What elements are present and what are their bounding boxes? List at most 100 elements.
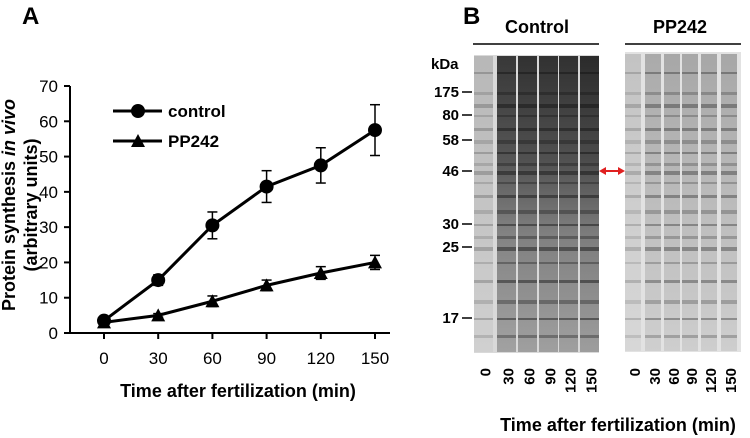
gel-band xyxy=(721,195,737,198)
gel-band xyxy=(721,104,737,108)
gel-band xyxy=(559,115,578,117)
gel-band xyxy=(559,152,578,154)
legend-marker xyxy=(131,104,145,118)
gel-band xyxy=(625,195,641,198)
x-tick-label: 90 xyxy=(257,349,276,368)
gel-band xyxy=(664,236,680,239)
gel-band xyxy=(721,335,737,338)
gel-band xyxy=(518,300,537,304)
gel-band xyxy=(625,262,641,264)
gel-band xyxy=(559,140,578,144)
gel-band xyxy=(625,247,641,251)
gel-band xyxy=(664,171,680,175)
gel-band xyxy=(539,280,558,283)
data-point-pp242 xyxy=(259,278,274,292)
gel-lane xyxy=(645,54,661,351)
marker-label: 46 xyxy=(442,163,459,180)
gel-band xyxy=(580,195,599,198)
gel-band xyxy=(721,224,737,226)
gel-band xyxy=(625,115,641,117)
gel-band xyxy=(559,224,578,226)
gel-band xyxy=(664,104,680,108)
gel-band xyxy=(497,236,516,239)
gel-band xyxy=(721,171,737,175)
gel-band xyxy=(497,128,516,131)
gel-band xyxy=(518,104,537,108)
gel-band xyxy=(497,152,516,154)
gel-band xyxy=(721,318,737,320)
data-point-pp242 xyxy=(313,266,328,280)
gel-band xyxy=(580,92,599,95)
gel-band xyxy=(645,300,661,304)
gel-band xyxy=(559,262,578,264)
x-tick-label: 60 xyxy=(203,349,222,368)
data-point-control xyxy=(259,179,274,194)
gel-band xyxy=(664,247,680,251)
gel-band xyxy=(645,247,661,251)
gel-band xyxy=(721,92,737,95)
y-axis-label-text: Protein synthesis xyxy=(0,156,19,311)
y-tick-label: 20 xyxy=(39,253,58,272)
gel-band xyxy=(580,318,599,320)
gel-band xyxy=(682,247,698,251)
marker-label: 58 xyxy=(442,132,459,149)
line-chart-panel-a: 0 10 20 30 40 50 60 70 0 30 60 90 120 150 Time after f… xyxy=(0,77,390,401)
gel-band xyxy=(701,128,717,131)
gel-band xyxy=(721,140,737,144)
gel-lane xyxy=(721,54,737,351)
gel-band xyxy=(539,92,558,95)
gel-band xyxy=(539,115,558,117)
gel-band xyxy=(721,72,737,74)
gel-band xyxy=(701,115,717,117)
gel-lane xyxy=(682,54,698,351)
gel-band xyxy=(645,318,661,320)
y-axis-label-italic: in vivo xyxy=(0,99,19,156)
gel-lane xyxy=(580,56,599,352)
gel-band xyxy=(682,104,698,108)
gel-band xyxy=(474,224,493,226)
y-tick-label: 30 xyxy=(39,218,58,237)
gel-band xyxy=(701,140,717,144)
gel-band xyxy=(625,236,641,239)
gel-band xyxy=(580,163,599,166)
gel-band xyxy=(518,152,537,154)
gel-band xyxy=(518,247,537,251)
gel-band xyxy=(539,182,558,184)
gel-band xyxy=(559,318,578,320)
gel-band xyxy=(559,280,578,283)
data-point-pp242 xyxy=(151,308,166,322)
gel-band xyxy=(559,335,578,338)
panel-b-letter: B xyxy=(463,3,480,30)
gel-band xyxy=(682,210,698,214)
data-point-pp242 xyxy=(205,294,220,308)
group-label: Control xyxy=(505,17,569,37)
x-tick-label: 0 xyxy=(99,349,108,368)
gel-band xyxy=(518,128,537,131)
gel-band xyxy=(664,318,680,320)
gel-band xyxy=(701,152,717,154)
gel-band xyxy=(682,128,698,131)
gel-band xyxy=(518,92,537,95)
lane-label: 120 xyxy=(563,368,580,393)
gel-band xyxy=(682,72,698,74)
gel-band xyxy=(682,115,698,117)
lane-label: 150 xyxy=(723,368,740,393)
gel-band xyxy=(539,152,558,154)
gel-band xyxy=(497,335,516,338)
gel-band xyxy=(474,247,493,251)
marker-label: 30 xyxy=(442,216,459,233)
marker-label: 25 xyxy=(442,239,459,256)
gel-band xyxy=(645,182,661,184)
marker-label: 17 xyxy=(442,310,459,327)
y-tick-label: 60 xyxy=(39,112,58,131)
gel-band xyxy=(559,128,578,131)
gel-band xyxy=(625,210,641,214)
gel-band xyxy=(474,92,493,95)
gel-band xyxy=(497,210,516,214)
gel-band xyxy=(539,140,558,144)
gel-band xyxy=(474,152,493,154)
gel-lane xyxy=(625,54,641,351)
gel-band xyxy=(539,210,558,214)
gel-band xyxy=(474,300,493,304)
